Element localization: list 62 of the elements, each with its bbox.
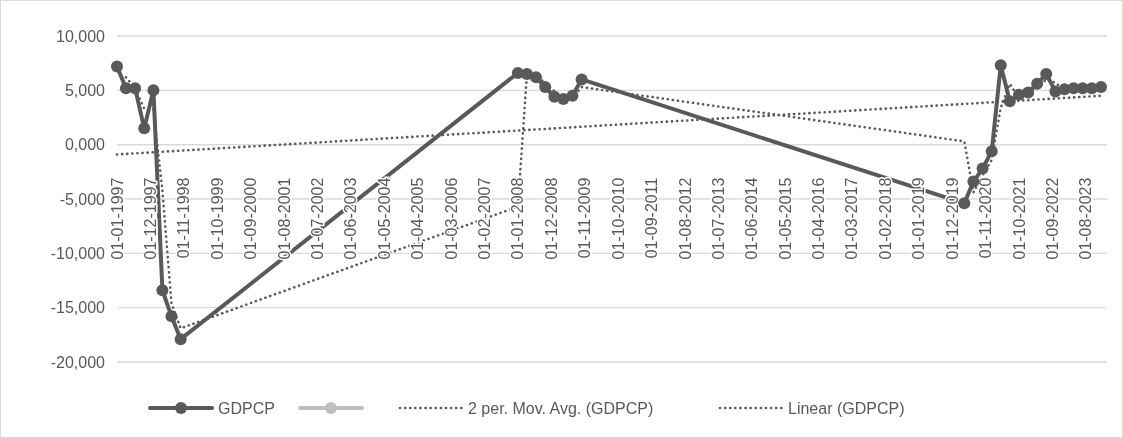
x-tick-label: 01-08-2012 — [676, 177, 694, 260]
legend-label: GDPCP — [218, 399, 275, 417]
point — [575, 73, 588, 86]
legend-label: 2 per. Mov. Avg. (GDPCP) — [468, 399, 654, 417]
y-tick-label: -15,000 — [50, 299, 106, 317]
point — [967, 175, 980, 188]
point — [530, 71, 543, 84]
point — [985, 145, 998, 158]
x-tick-label: 01-05-2004 — [375, 177, 393, 260]
x-tick-label: 01-03-2006 — [442, 177, 460, 260]
x-tick-label: 01-06-2014 — [743, 177, 761, 260]
point — [147, 84, 160, 97]
point — [174, 333, 187, 346]
point — [111, 60, 123, 73]
point — [1040, 68, 1053, 81]
y-tick-label: -10,000 — [50, 244, 106, 262]
point — [1031, 77, 1044, 90]
x-tick-label: 01-01-2008 — [509, 177, 527, 260]
x-tick-label: 01-02-2018 — [877, 177, 895, 260]
y-tick-label: 5,000 — [64, 81, 106, 99]
x-tick-label: 01-05-2015 — [776, 177, 794, 260]
x-tick-label: 01-08-2001 — [275, 177, 293, 260]
x-tick-label: 01-09-2022 — [1044, 177, 1062, 260]
x-tick-label: 01-04-2005 — [409, 177, 427, 260]
y-tick-label: -20,000 — [50, 353, 106, 371]
point — [539, 81, 552, 94]
point — [156, 284, 169, 297]
x-tick-label: 01-01-1997 — [108, 177, 126, 260]
x-tick-label: 01-10-1999 — [208, 177, 226, 260]
x-tick-label: 01-11-2020 — [977, 177, 995, 259]
y-tick-label: 10,000 — [56, 27, 106, 45]
x-tick-label: 01-12-1997 — [141, 177, 159, 260]
x-tick-label: 01-04-2016 — [810, 177, 828, 260]
x-tick-label: 01-10-2021 — [1010, 177, 1028, 260]
legend-label: Linear (GDPCP) — [788, 399, 905, 417]
point — [557, 93, 570, 106]
point — [976, 162, 989, 175]
x-tick-label: 01-08-2023 — [1077, 177, 1095, 260]
x-tick-label: 01-09-2000 — [242, 177, 260, 260]
x-tick-label: 01-03-2017 — [843, 177, 861, 260]
x-tick-label: 01-02-2007 — [476, 177, 494, 260]
x-tick-label: 01-11-2009 — [576, 177, 594, 259]
point — [958, 197, 971, 210]
y-tick-label: -5,000 — [59, 190, 106, 208]
point — [129, 82, 142, 95]
point — [138, 122, 151, 135]
point — [165, 310, 178, 323]
x-tick-label: 01-12-2008 — [542, 177, 560, 260]
point — [1003, 95, 1016, 108]
x-tick-label: 01-09-2011 — [643, 177, 661, 259]
point — [566, 89, 579, 102]
point — [1022, 86, 1035, 99]
x-tick-label: 01-07-2013 — [709, 177, 727, 260]
y-tick-label: 0,000 — [64, 136, 106, 154]
x-tick-label: 01-10-2010 — [609, 177, 627, 260]
x-tick-label: 01-01-2019 — [910, 177, 928, 260]
point — [1095, 81, 1108, 94]
point — [994, 59, 1007, 72]
x-tick-label: 01-07-2002 — [308, 177, 326, 260]
x-tick-label: 01-11-1998 — [175, 177, 193, 259]
x-tick-label: 01-06-2003 — [342, 177, 360, 260]
x-tick-label: 01-12-2019 — [943, 177, 961, 260]
